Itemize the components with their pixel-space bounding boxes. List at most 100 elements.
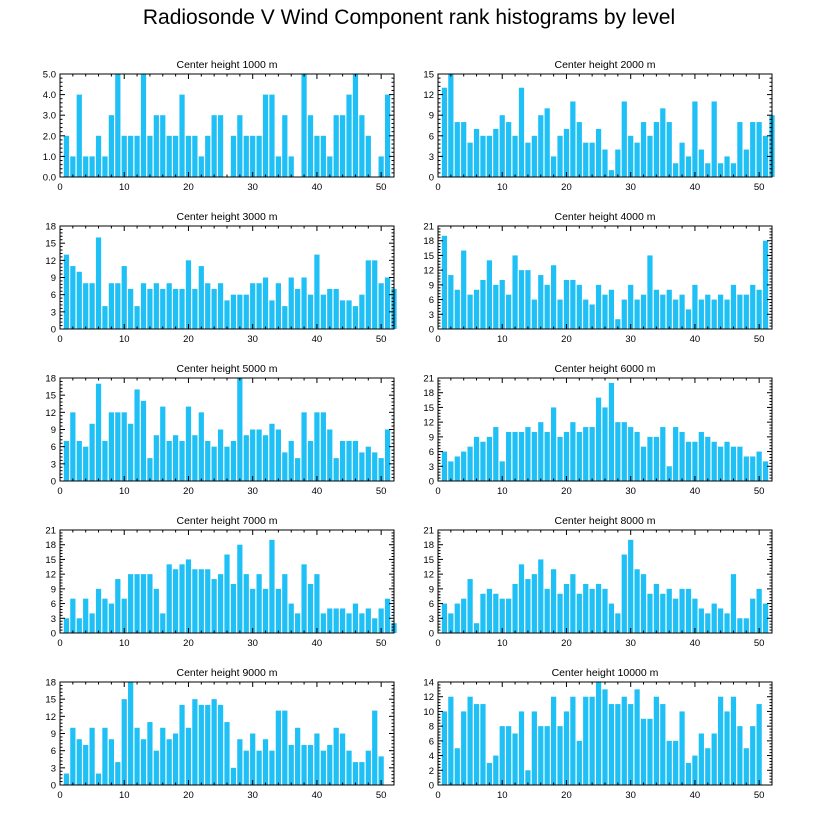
- histogram-bar: [217, 574, 224, 633]
- y-tick-label: 0: [429, 173, 434, 184]
- histogram-bar: [83, 283, 89, 329]
- histogram-bar: [70, 598, 76, 633]
- x-tick-label: 10: [119, 486, 130, 497]
- histogram-bar: [743, 294, 749, 329]
- histogram-bar: [608, 289, 615, 329]
- histogram-bar: [634, 431, 640, 481]
- y-tick-label: 12: [423, 266, 434, 277]
- histogram-bar: [205, 569, 211, 633]
- histogram-bar: [673, 740, 679, 785]
- x-tick-label: 30: [625, 334, 636, 345]
- histogram-bar: [230, 583, 237, 633]
- histogram-bar: [179, 704, 185, 785]
- y-tick-label: 9: [429, 432, 434, 443]
- histogram-bar: [666, 740, 672, 785]
- histogram-bar: [327, 156, 333, 177]
- histogram-bar: [160, 406, 166, 481]
- histogram-bar: [518, 87, 525, 177]
- x-tick-label: 40: [690, 790, 701, 801]
- histogram-bar: [589, 696, 595, 785]
- chart-panel: Center height 1000 m 0.0 1.0 2.0 3.0 4.0 5.0 0 1…: [43, 59, 395, 193]
- y-tick-label: 18: [45, 678, 56, 689]
- histogram-bar: [756, 451, 762, 481]
- histogram-bar: [698, 149, 704, 177]
- x-tick-label: 40: [312, 182, 323, 193]
- histogram-bar: [679, 711, 685, 785]
- x-tick-label: 20: [561, 182, 572, 193]
- histogram-bar: [576, 593, 582, 633]
- histogram-bar: [262, 277, 269, 329]
- x-tick-label: 50: [754, 334, 765, 345]
- histogram-bar: [750, 726, 756, 785]
- histogram-bar: [63, 440, 70, 481]
- histogram-bar: [250, 283, 256, 329]
- histogram-bar: [185, 559, 192, 633]
- histogram-bar: [525, 142, 531, 177]
- panel-title: Center height 8000 m: [555, 515, 656, 527]
- histogram-bar: [224, 722, 230, 785]
- histogram-bar: [506, 294, 512, 329]
- histogram-bar: [653, 696, 659, 785]
- histogram-bar: [705, 163, 711, 177]
- histogram-bar: [583, 696, 589, 785]
- histogram-bar: [314, 135, 320, 177]
- x-tick-label: 50: [376, 182, 387, 193]
- x-tick-label: 30: [625, 790, 636, 801]
- y-tick-label: 10: [423, 707, 434, 718]
- histogram-bar: [147, 288, 153, 329]
- histogram-bar: [173, 135, 179, 177]
- histogram-bar: [95, 135, 102, 177]
- histogram-bar: [307, 744, 314, 785]
- histogram-bar: [121, 598, 127, 633]
- histogram-bar: [333, 115, 339, 177]
- histogram-bar: [70, 727, 76, 785]
- histogram-bar: [115, 74, 121, 177]
- x-tick-label: 30: [247, 638, 258, 649]
- histogram-bar: [448, 461, 454, 481]
- histogram-bar: [250, 135, 256, 177]
- histogram-bar: [589, 427, 595, 481]
- histogram-bar: [173, 733, 179, 785]
- y-tick-label: 15: [45, 555, 56, 566]
- histogram-bar: [83, 744, 89, 785]
- histogram-bar: [730, 446, 737, 481]
- x-tick-label: 40: [312, 790, 323, 801]
- histogram-bar: [647, 135, 653, 177]
- x-tick-label: 40: [312, 638, 323, 649]
- histogram-bar: [718, 294, 724, 329]
- histogram-bar: [166, 739, 172, 785]
- histogram-bar: [275, 283, 281, 329]
- y-tick-label: 21: [45, 526, 56, 537]
- histogram-bar: [70, 266, 76, 329]
- histogram-bar: [76, 271, 82, 329]
- histogram-bar: [660, 108, 666, 177]
- histogram-bar: [595, 128, 602, 177]
- y-tick-label: 0: [429, 781, 434, 792]
- x-tick-label: 50: [376, 334, 387, 345]
- histogram-bar: [756, 704, 762, 785]
- histogram-bar: [576, 284, 582, 329]
- histogram-bar: [666, 588, 672, 633]
- histogram-bar: [544, 726, 550, 785]
- x-tick-label: 50: [376, 486, 387, 497]
- y-tick-label: 9: [51, 273, 56, 284]
- y-tick-label: 14: [423, 678, 434, 689]
- histogram-bar: [365, 446, 371, 481]
- histogram-bar: [89, 423, 95, 481]
- histogram-bar: [166, 283, 172, 329]
- panel-title: Center height 7000 m: [177, 515, 278, 527]
- histogram-bar: [179, 440, 185, 481]
- histogram-bar: [76, 618, 82, 633]
- x-tick-label: 30: [625, 182, 636, 193]
- histogram-bar: [327, 288, 333, 329]
- histogram-bar: [570, 101, 576, 177]
- y-tick-label: 2: [429, 766, 434, 777]
- histogram-bar: [750, 122, 756, 177]
- histogram-bar: [493, 284, 499, 329]
- histogram-bar: [480, 704, 486, 785]
- x-tick-label: 10: [497, 486, 508, 497]
- histogram-bar: [467, 142, 473, 177]
- histogram-bar: [557, 135, 563, 177]
- histogram-bar: [737, 122, 743, 177]
